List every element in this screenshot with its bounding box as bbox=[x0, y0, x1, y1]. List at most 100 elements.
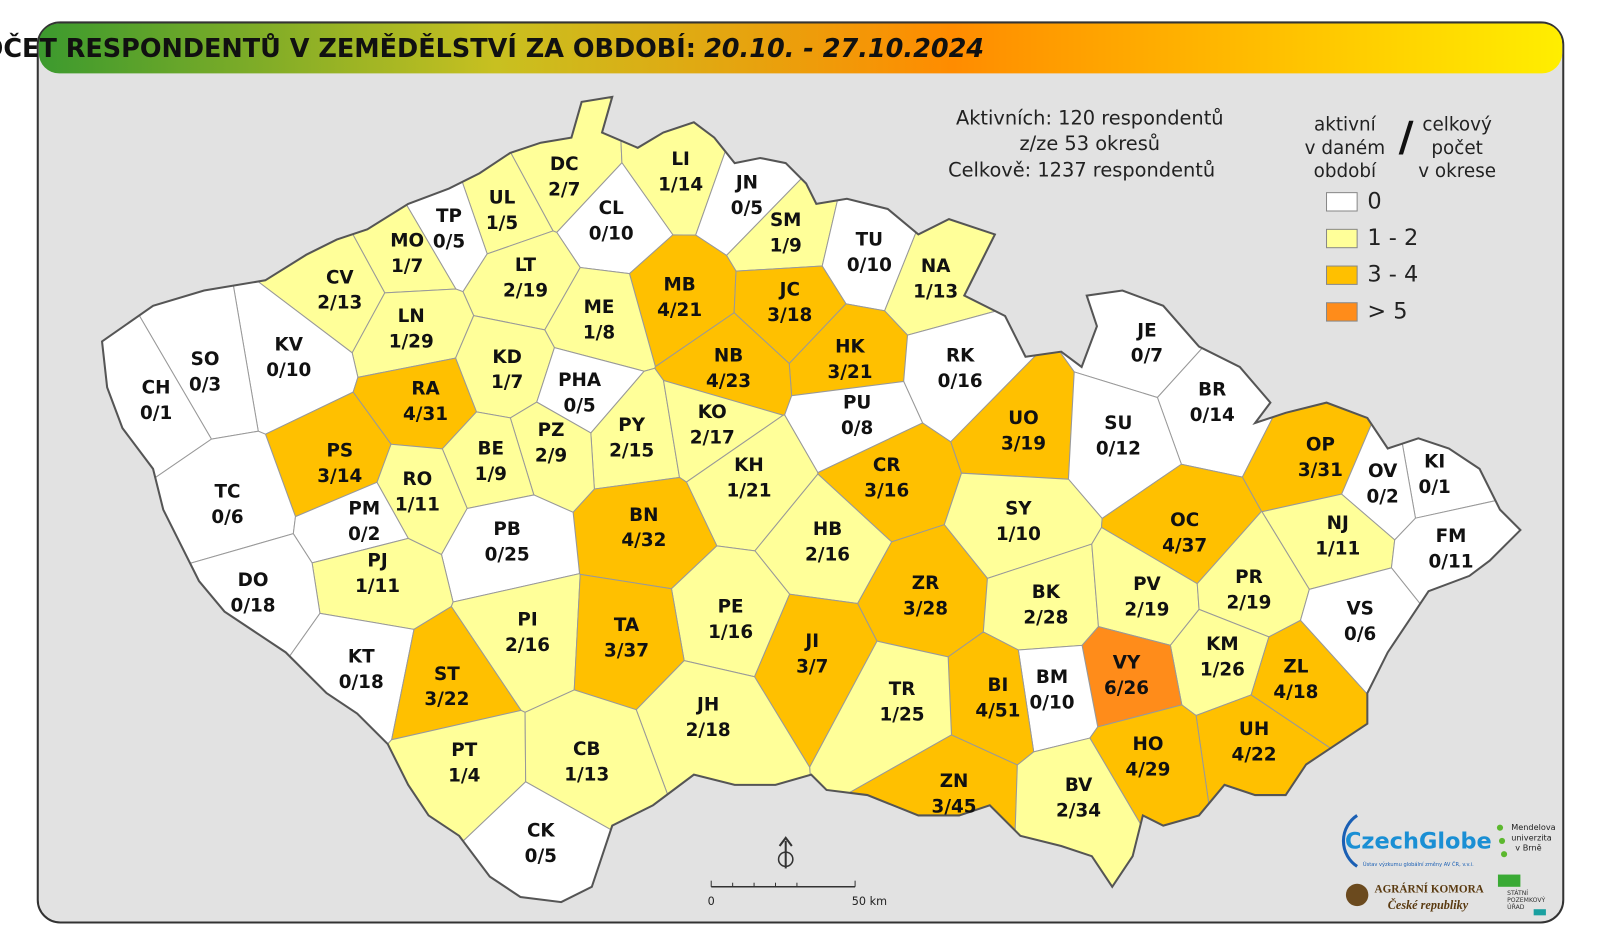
district-count: 0/2 bbox=[348, 524, 380, 545]
district-code: UH bbox=[1239, 719, 1269, 740]
district-code: HO bbox=[1132, 734, 1163, 755]
district-code: PB bbox=[493, 519, 520, 540]
district-code: RO bbox=[402, 469, 432, 490]
district-code: HK bbox=[835, 337, 865, 358]
district-code: UL bbox=[489, 188, 516, 209]
district-code: NA bbox=[921, 256, 951, 277]
district-count: 4/29 bbox=[1125, 760, 1170, 781]
district-code: OC bbox=[1170, 510, 1199, 531]
district-code: PI bbox=[517, 610, 537, 631]
district-count: 3/16 bbox=[864, 480, 909, 501]
district-count: 1/11 bbox=[355, 576, 400, 597]
district-count: 6/26 bbox=[1104, 678, 1149, 699]
country-outline bbox=[100, 95, 1522, 904]
district-count: 0/16 bbox=[938, 371, 983, 392]
district-count: 1/11 bbox=[1315, 538, 1360, 559]
district-code: LI bbox=[671, 149, 690, 170]
district-count: 1/4 bbox=[448, 766, 480, 787]
north-arrow bbox=[777, 836, 794, 869]
logos: CzechGlobe Ústav výzkumu globální změny … bbox=[1341, 814, 1556, 916]
legend-separator: / bbox=[1399, 113, 1414, 161]
district-code: ZR bbox=[912, 573, 939, 594]
legend-label: 3 - 4 bbox=[1367, 262, 1418, 288]
district-count: 0/5 bbox=[433, 232, 465, 253]
district-code: ME bbox=[584, 297, 615, 318]
title-period: 20.10. - 27.10.2024 bbox=[704, 34, 984, 64]
district-code: OP bbox=[1306, 434, 1335, 455]
district-count: 2/16 bbox=[805, 545, 850, 566]
district-code: TP bbox=[436, 206, 462, 227]
district-code: BV bbox=[1065, 775, 1093, 796]
logo-czechglobe: CzechGlobe bbox=[1345, 828, 1492, 854]
district-code: DC bbox=[550, 154, 579, 175]
legend-label: 0 bbox=[1367, 188, 1381, 214]
district-count: 2/19 bbox=[503, 281, 548, 302]
district-code: RA bbox=[411, 378, 440, 399]
district-code: JN bbox=[734, 172, 758, 193]
district-count: 2/19 bbox=[1226, 592, 1271, 613]
district-count: 1/26 bbox=[1200, 660, 1245, 681]
legend-header: období bbox=[1314, 161, 1377, 182]
logo-mendelu: v Brně bbox=[1515, 843, 1541, 853]
district-count: 4/23 bbox=[706, 371, 751, 392]
district-code: DO bbox=[238, 570, 269, 591]
district-count: 3/7 bbox=[796, 657, 828, 678]
district-code: PS bbox=[326, 441, 353, 462]
district-count: 1/8 bbox=[583, 322, 615, 343]
district-code: ZN bbox=[940, 771, 969, 792]
district-count: 0/2 bbox=[1367, 486, 1399, 507]
district-count: 1/25 bbox=[880, 705, 925, 726]
district-code: KT bbox=[348, 646, 375, 667]
district-code: KO bbox=[698, 402, 727, 423]
district-code: PE bbox=[718, 597, 744, 618]
district-count: 0/14 bbox=[1190, 405, 1235, 426]
district-code: SM bbox=[770, 210, 801, 231]
district-count: 3/28 bbox=[903, 599, 948, 620]
district-code: CV bbox=[326, 267, 354, 288]
district-count: 2/19 bbox=[1124, 600, 1169, 621]
district-code: CK bbox=[527, 821, 555, 842]
district-count: 0/6 bbox=[211, 507, 243, 528]
district-code: BN bbox=[629, 505, 658, 526]
district-count: 2/34 bbox=[1056, 800, 1101, 821]
district-count: 4/37 bbox=[1162, 535, 1207, 556]
district-code: LN bbox=[398, 306, 425, 327]
district-code: CH bbox=[142, 377, 171, 398]
scale-label: 50 km bbox=[852, 895, 887, 908]
district-code: ZL bbox=[1283, 657, 1308, 678]
district-count: 0/6 bbox=[1344, 624, 1376, 645]
district-count: 1/7 bbox=[391, 256, 423, 277]
legend-swatch bbox=[1326, 228, 1358, 249]
district-code: PT bbox=[451, 740, 477, 761]
legend-label: > 5 bbox=[1367, 298, 1407, 324]
district-code: CB bbox=[573, 739, 600, 760]
district-code: KD bbox=[492, 347, 521, 368]
district-count: 0/25 bbox=[485, 545, 530, 566]
district-count: 0/18 bbox=[231, 595, 276, 616]
district-code: ST bbox=[434, 664, 460, 685]
scale-bar bbox=[710, 880, 856, 888]
summary-line: Celkově: 1237 respondentů bbox=[948, 159, 1215, 182]
district-count: 0/10 bbox=[1030, 692, 1075, 713]
district-count: 1/13 bbox=[913, 282, 958, 303]
district-count: 2/7 bbox=[548, 180, 580, 201]
district-count: 0/12 bbox=[1096, 439, 1141, 460]
district-count: 2/18 bbox=[686, 720, 731, 741]
legend-header: celkový bbox=[1422, 114, 1492, 135]
district-code: FM bbox=[1436, 526, 1467, 547]
district-count: 4/22 bbox=[1232, 744, 1277, 765]
district-count: 0/18 bbox=[339, 672, 384, 693]
district-count: 3/18 bbox=[767, 305, 812, 326]
district-code: SU bbox=[1104, 413, 1132, 434]
district-count: 3/31 bbox=[1298, 460, 1343, 481]
district-count: 2/28 bbox=[1023, 608, 1068, 629]
district-count: 1/21 bbox=[726, 480, 771, 501]
district-code: RK bbox=[946, 346, 975, 367]
district-code: MO bbox=[390, 231, 424, 252]
district-code: JE bbox=[1135, 320, 1156, 341]
district-count: 1/5 bbox=[486, 213, 518, 234]
district-count: 1/9 bbox=[475, 464, 507, 485]
district-code: BK bbox=[1032, 582, 1061, 603]
district-count: 1/13 bbox=[564, 765, 609, 786]
